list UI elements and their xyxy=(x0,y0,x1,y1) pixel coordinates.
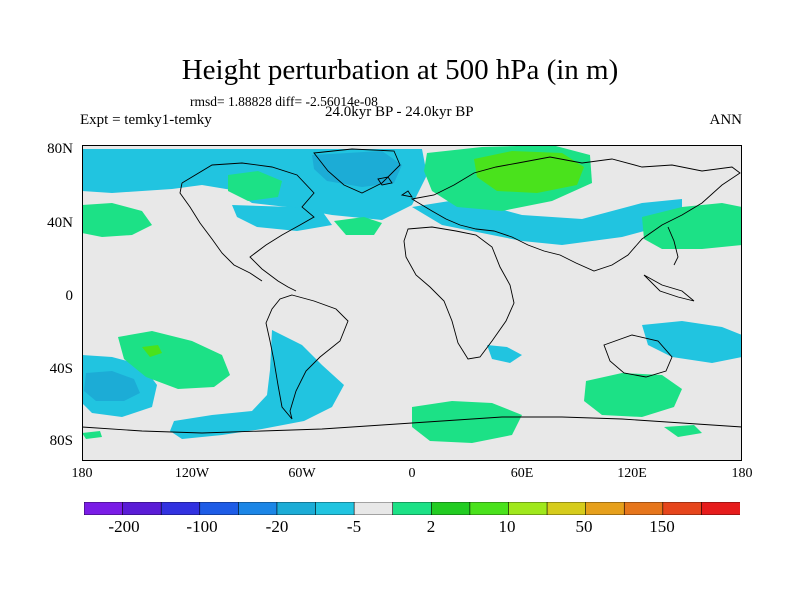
colorbar-swatch xyxy=(701,502,740,515)
colorbar-label: 50 xyxy=(575,517,593,536)
colorbar-label: 150 xyxy=(649,517,675,536)
experiment-label: Expt = temky1-temky xyxy=(80,112,212,128)
lon-tick-0: 0 xyxy=(408,466,416,481)
colorbar-label: -20 xyxy=(265,517,289,536)
lat-tick-40s: 40S xyxy=(49,361,73,377)
lat-tick-40n: 40N xyxy=(47,215,73,231)
negative-anomaly-contours xyxy=(82,149,742,439)
colorbar-swatch xyxy=(84,502,124,515)
lon-tick-120w: 120W xyxy=(174,466,210,481)
season-label: ANN xyxy=(709,112,743,128)
colorbar-swatch xyxy=(392,502,432,515)
period-label: 24.0kyr BP - 24.0kyr BP xyxy=(325,104,474,120)
colorbar-swatch xyxy=(276,502,317,515)
colorbar-label: -200 xyxy=(108,517,140,536)
world-map-panel xyxy=(82,145,742,461)
lon-tick-60w: 60W xyxy=(288,466,316,481)
colorbar-swatch xyxy=(353,502,394,515)
map-frame xyxy=(82,145,742,461)
lon-tick-120e: 120E xyxy=(617,466,647,481)
colorbar-swatch xyxy=(546,502,587,515)
colorbar-swatch xyxy=(122,502,162,515)
lat-tick-0: 0 xyxy=(65,288,74,304)
lon-tick-60e: 60E xyxy=(510,466,534,481)
lon-tick-180e: 180 xyxy=(731,466,753,481)
plot-title: Height perturbation at 500 hPa (in m) xyxy=(181,54,619,86)
lat-tick-80s: 80S xyxy=(49,433,73,449)
colorbar-label: 10 xyxy=(498,517,516,536)
colorbar-swatch xyxy=(315,502,355,515)
colorbar-swatch xyxy=(585,502,625,515)
coastlines xyxy=(82,148,742,434)
lon-tick-180w: 180 xyxy=(71,466,93,481)
rmsd-diff-stats: rmsd= 1.88828 diff= -2.56014e-08 xyxy=(190,94,378,109)
colorbar-swatch xyxy=(160,502,201,515)
colorbar-label: 2 xyxy=(426,517,436,536)
lat-tick-80n: 80N xyxy=(47,141,73,157)
colorbar-swatch xyxy=(430,502,471,515)
colorbar-swatch xyxy=(199,502,239,515)
colorbar-swatch xyxy=(623,502,664,515)
colorbar-swatch xyxy=(469,502,510,515)
colorbar-swatch xyxy=(238,502,278,515)
colorbar-swatch xyxy=(508,502,548,515)
colorbar-swatch xyxy=(662,502,703,515)
colorbar-label: -100 xyxy=(186,517,218,536)
colorbar xyxy=(84,502,740,515)
colorbar-label: -5 xyxy=(346,517,362,536)
positive-anomaly-contours xyxy=(82,145,742,443)
